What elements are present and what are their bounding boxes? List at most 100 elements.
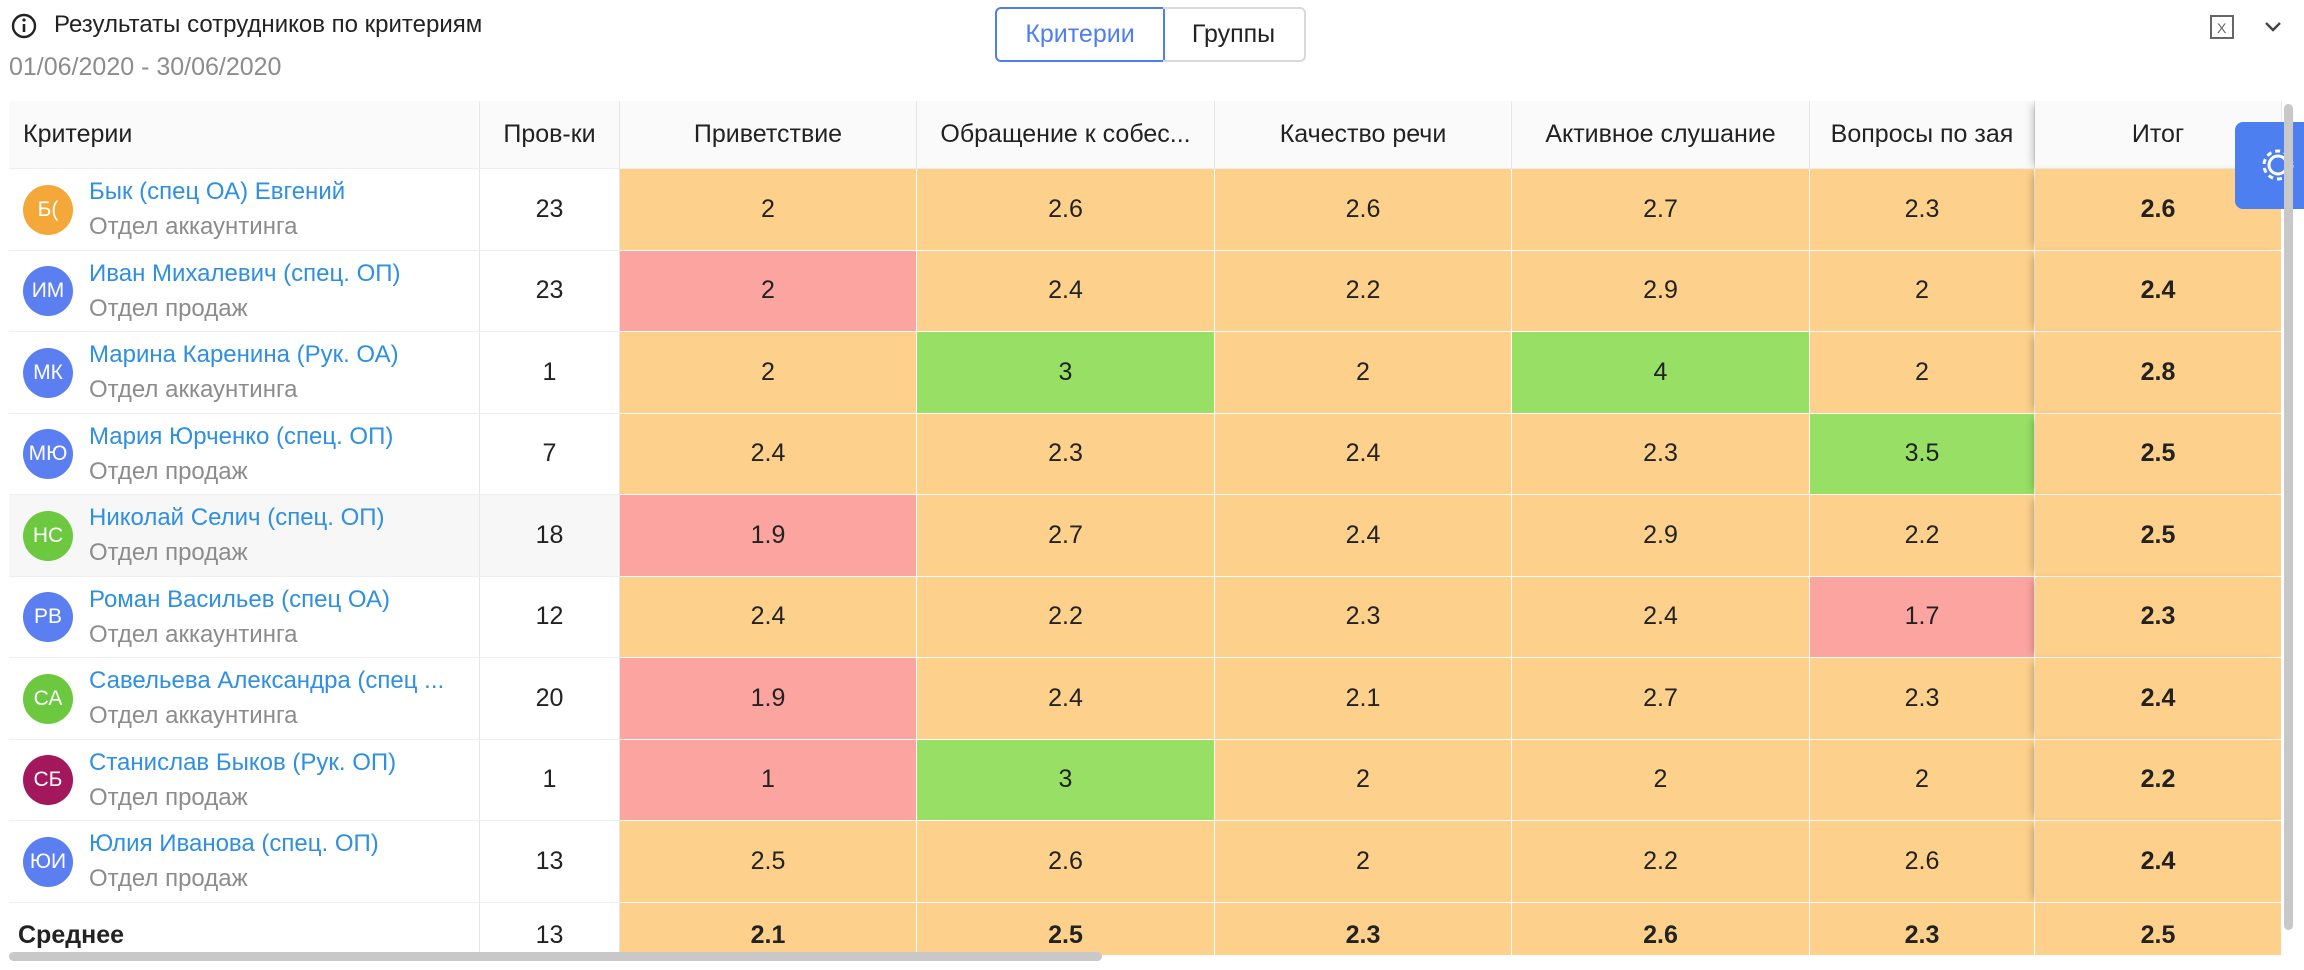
score-cell: 2.2 [1512,821,1810,903]
score-cell: 2.4 [1215,495,1512,577]
score-cell: 2.2 [2035,739,2282,821]
score-cell: 2.7 [917,495,1215,577]
svg-text:X: X [2217,20,2227,36]
score-cell: 2.4 [2035,821,2282,903]
avatar: ЮИ [23,836,73,887]
score-cell: 2.4 [620,576,917,658]
column-header: Качество речи [1215,101,1512,169]
score-cell: 2 [620,250,917,332]
score-cell: 3 [917,332,1215,414]
checks-cell: 20 [480,658,620,740]
employee-name[interactable]: Николай Селич (спец. ОП) [89,504,385,531]
score-cell: 3.5 [1810,413,2035,495]
score-cell: 2.7 [1512,169,1810,251]
avatar: МЮ [23,429,73,480]
score-cell: 2 [620,169,917,251]
score-cell: 2 [1215,332,1512,414]
score-cell: 2.3 [1215,576,1512,658]
checks-cell: 7 [480,413,620,495]
score-cell: 2.3 [1810,169,2035,251]
employee-name[interactable]: Бык (спец ОА) Евгений [89,178,346,205]
employee-name[interactable]: Роман Васильев (спец ОА) [89,585,390,613]
horizontal-scrollbar[interactable] [9,952,1102,961]
score-cell: 2.6 [917,821,1215,903]
employee-name[interactable]: Мария Юрченко (спец. ОП) [89,422,394,450]
column-header: Приветствие [620,101,917,169]
average-score: 2.6 [1512,902,1810,955]
score-cell: 2.6 [1810,821,2035,903]
department: Отдел аккаунтинга [89,213,298,240]
score-cell: 2.9 [1512,495,1810,577]
employee-name[interactable]: Иван Михалевич (спец. ОП) [89,259,401,287]
checks-cell: 12 [480,576,620,658]
employee-cell: НС Николай Селич (спец. ОП) Отдел продаж [9,495,480,577]
date-range: 01/06/2020 - 30/06/2020 [9,53,282,81]
employee-name[interactable]: Станислав Быков (Рук. ОП) [89,748,397,776]
score-cell: 2.9 [1512,250,1810,332]
tab[interactable]: Критерии [995,7,1165,62]
score-cell: 2.4 [917,658,1215,740]
column-header: Вопросы по зая [1810,101,2035,169]
score-cell: 2.4 [2035,658,2282,740]
avatar: МК [23,347,73,398]
avatar: СБ [23,755,73,806]
score-cell: 2.6 [917,169,1215,251]
employee-name[interactable]: Юлия Иванова (спец. ОП) [89,830,379,857]
score-cell: 2.5 [2035,413,2282,495]
employee-name[interactable]: Марина Каренина (Рук. ОА) [89,341,399,368]
info-icon [11,13,37,39]
score-cell: 2.4 [917,250,1215,332]
settings-button[interactable] [2235,122,2304,209]
employee-cell: Б(Бык (спец ОА) Евгений Отдел аккаунтинга [9,169,480,251]
vertical-scrollbar[interactable] [2284,104,2293,930]
score-cell: 2 [1215,739,1512,821]
score-cell: 2.5 [620,821,917,903]
score-cell: 2.3 [917,413,1215,495]
column-header: Активное слушание [1512,101,1810,169]
avatar: НС [23,510,73,561]
score-cell: 2.8 [2035,332,2282,414]
employee-cell: РВ Роман Васильев (спец ОА) Отдел аккаунти… [9,576,480,658]
score-cell: 1 [620,739,917,821]
average-score: 2.1 [620,902,917,955]
employee-cell: СА Савельева Александра (спец ... Отдел ак… [9,658,480,740]
score-cell: 2.1 [1215,658,1512,740]
employee-cell: МК Марина Каренина (Рук. ОА) Отдел аккаунт… [9,332,480,414]
department: Отдел продаж [89,457,248,485]
department: Отдел продаж [89,539,248,566]
checks-cell: 13 [480,821,620,903]
checks-cell: 1 [480,332,620,414]
score-cell: 2 [1810,332,2035,414]
score-cell: 2.2 [1215,250,1512,332]
employee-name[interactable]: Савельева Александра (спец ... [89,667,445,694]
department: Отдел продаж [89,783,248,811]
score-cell: 2.3 [1810,658,2035,740]
checks-cell: 18 [480,495,620,577]
score-cell: 2.2 [917,576,1215,658]
department: Отдел аккаунтинга [89,376,298,403]
employee-cell: МЮ Мария Юрченко (спец. ОП) Отдел продаж [9,413,480,495]
column-header: Пров-ки [480,101,620,169]
export-controls[interactable]: X [2208,12,2288,42]
avatar: РВ [23,592,73,643]
score-cell: 2.4 [1215,413,1512,495]
employee-cell: ЮИ Юлия Иванова (спец. ОП) Отдел продаж [9,821,480,903]
avatar: ИМ [23,266,73,317]
score-cell: 2.7 [1512,658,1810,740]
avatar: СА [23,673,73,724]
score-cell: 2.3 [1512,413,1810,495]
average-score: 2.3 [1215,902,1512,955]
average-score: 2.3 [1810,902,2035,955]
average-score: 2.5 [917,902,1215,955]
department: Отдел аккаунтинга [89,620,298,648]
tab[interactable]: Группы [1163,7,1306,62]
score-cell: 1.9 [620,658,917,740]
score-cell: 2.6 [1215,169,1512,251]
score-cell: 1.7 [1810,576,2035,658]
score-cell: 2.5 [2035,495,2282,577]
employee-cell: ИМ Иван Михалевич (спец. ОП) Отдел продаж [9,250,480,332]
score-cell: 2.4 [1512,576,1810,658]
score-cell: 1.9 [620,495,917,577]
score-cell: 2 [1810,739,2035,821]
average-checks: 13 [480,902,620,955]
